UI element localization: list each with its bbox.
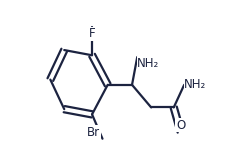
Text: F: F <box>89 27 95 41</box>
Text: NH₂: NH₂ <box>184 78 206 91</box>
Text: Br: Br <box>87 126 100 139</box>
Text: NH₂: NH₂ <box>137 57 159 70</box>
Text: O: O <box>176 119 185 132</box>
